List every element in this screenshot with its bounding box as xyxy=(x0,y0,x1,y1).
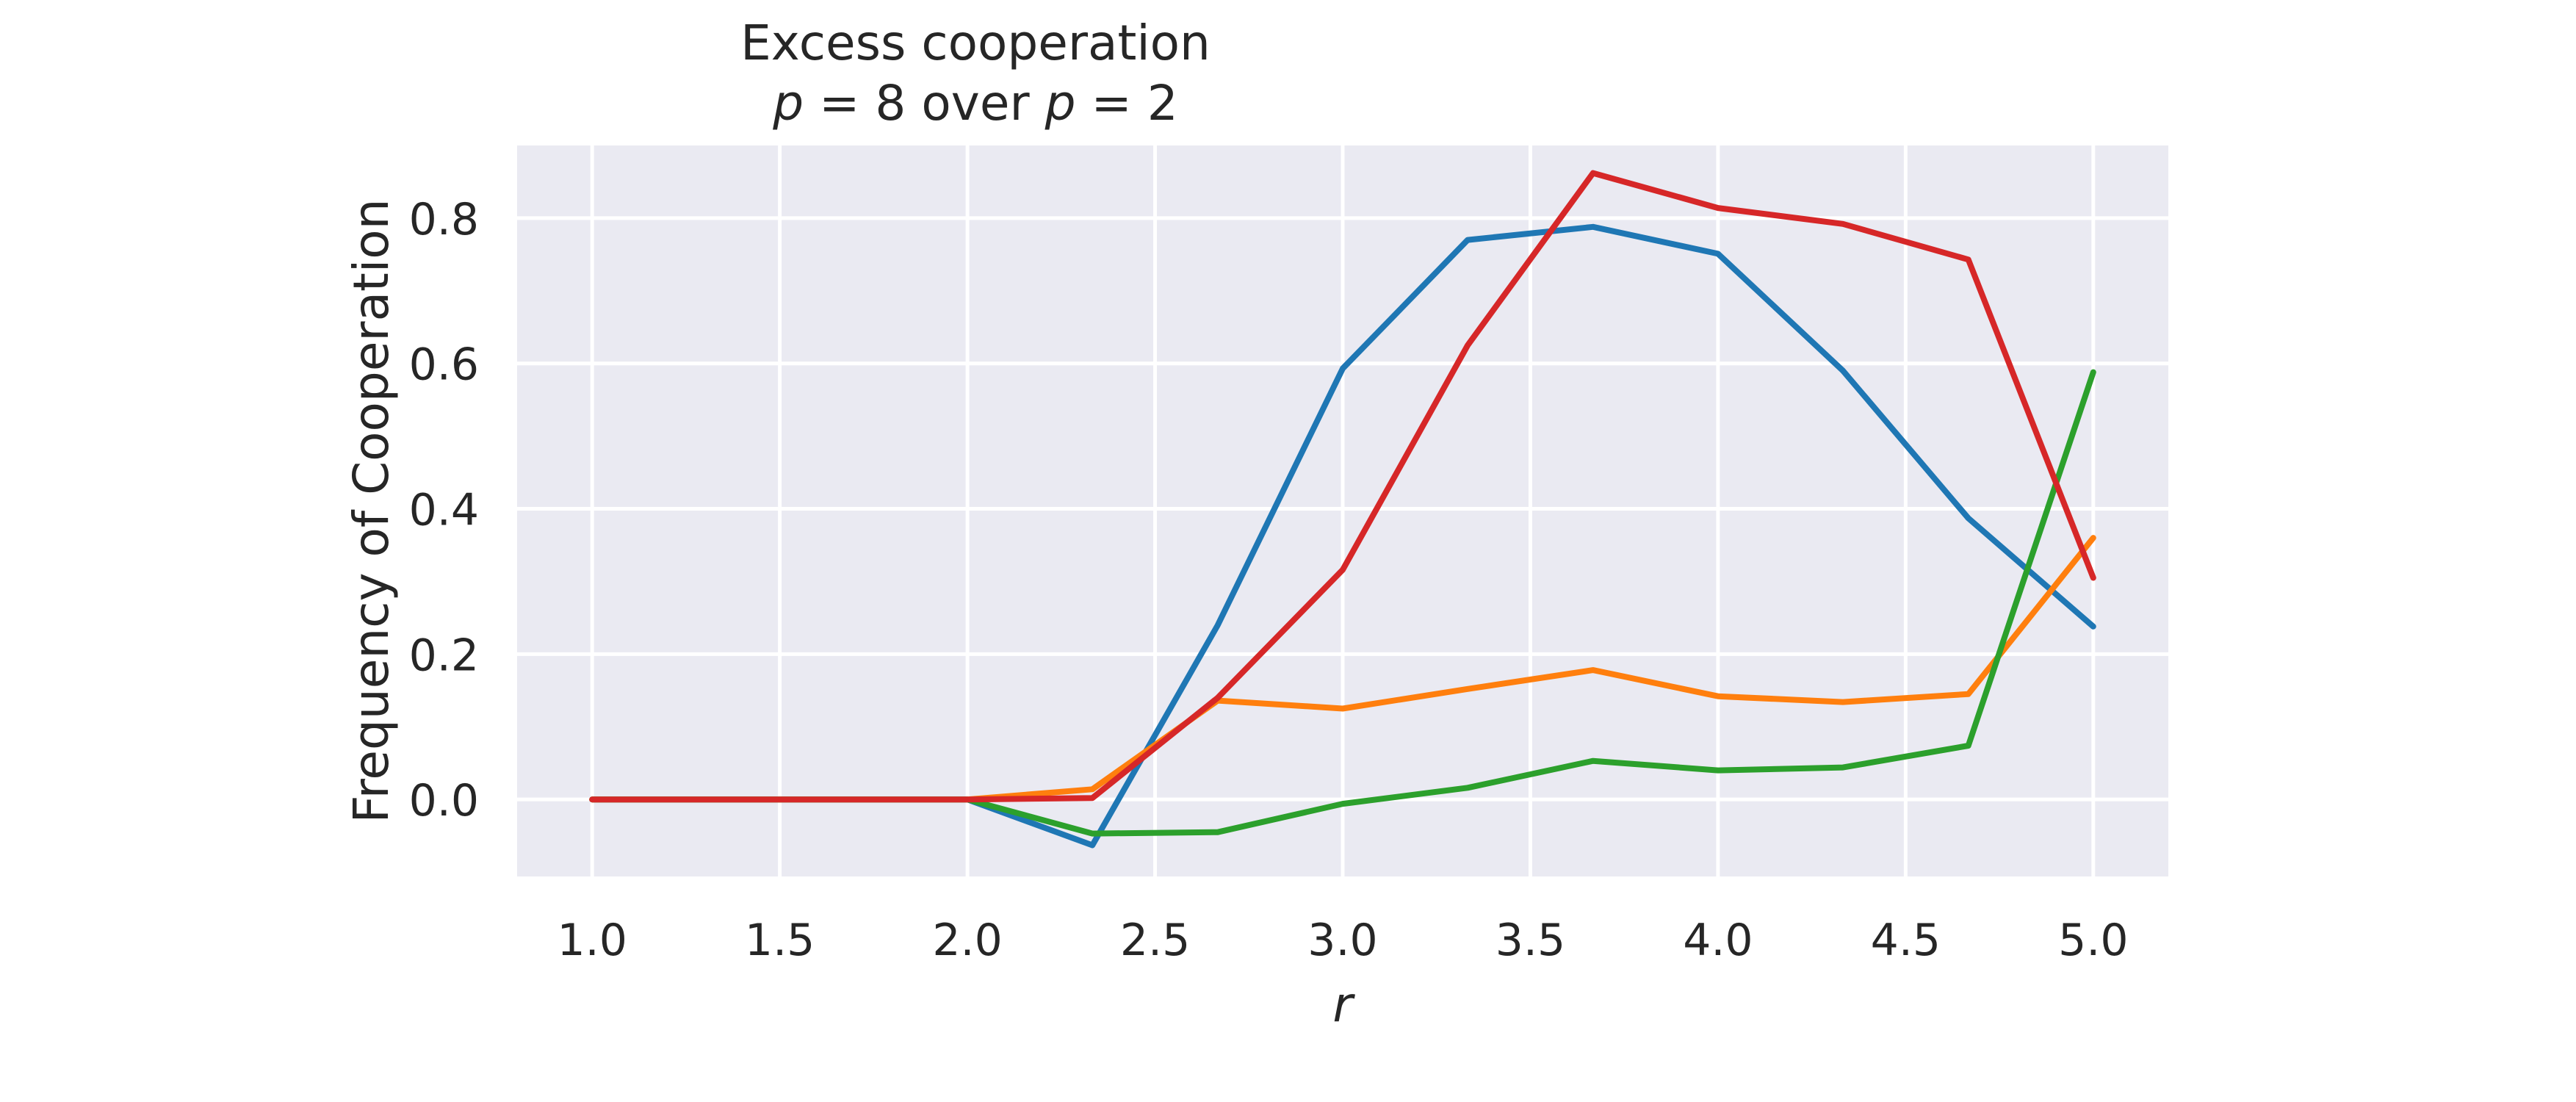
y-tick-label-1: 0.2 xyxy=(409,630,479,681)
x-axis-label: r xyxy=(1332,976,1355,1033)
x-tick-label-6: 4.0 xyxy=(1683,915,1753,966)
y-tick-label-2: 0.4 xyxy=(409,485,479,536)
x-tick-label-8: 5.0 xyxy=(2058,915,2128,966)
subtitle-var-p2: p xyxy=(1045,75,1076,132)
y-axis-label: Frequency of Cooperation xyxy=(343,199,400,824)
chart-title: Excess cooperation xyxy=(740,15,1211,71)
subtitle-text-2: = 2 xyxy=(1075,75,1178,132)
x-tick-label-7: 4.5 xyxy=(1871,915,1941,966)
x-tick-label-1: 1.5 xyxy=(745,915,815,966)
x-tick-labels: 1.0 1.5 2.0 2.5 3.0 3.5 4.0 4.5 5.0 xyxy=(557,915,2128,966)
y-tick-label-4: 0.8 xyxy=(409,194,479,245)
y-tick-label-3: 0.6 xyxy=(409,339,479,391)
x-tick-label-4: 3.0 xyxy=(1307,915,1377,966)
y-tick-label-0: 0.0 xyxy=(409,775,479,826)
x-tick-label-5: 3.5 xyxy=(1496,915,1565,966)
chart-subtitle: p = 8 over p = 2 xyxy=(517,79,1434,128)
series-lines xyxy=(589,170,2096,849)
series-line-4 xyxy=(589,170,2096,803)
x-tick-label-2: 2.0 xyxy=(932,915,1002,966)
x-tick-label-0: 1.0 xyxy=(557,915,627,966)
y-tick-labels: 0.0 0.2 0.4 0.6 0.8 xyxy=(409,194,479,826)
x-tick-label-3: 2.5 xyxy=(1120,915,1190,966)
subtitle-text-1: = 8 over xyxy=(804,75,1045,132)
subtitle-var-p1: p xyxy=(773,75,804,132)
grid-lines xyxy=(517,145,2168,876)
